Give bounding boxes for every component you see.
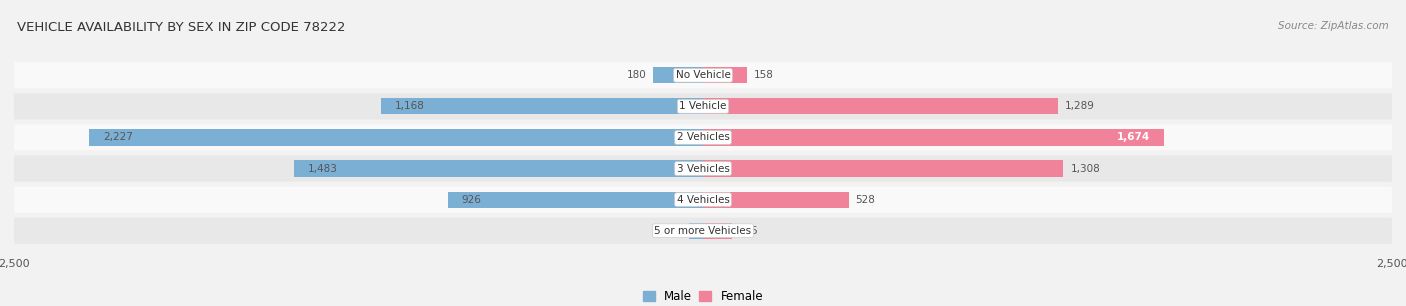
FancyBboxPatch shape [14,93,1392,119]
Text: 4 Vehicles: 4 Vehicles [676,195,730,205]
Text: 1 Vehicle: 1 Vehicle [679,101,727,111]
Text: 1,308: 1,308 [1070,163,1099,174]
Text: 1,289: 1,289 [1066,101,1095,111]
Bar [689,223,703,239]
Bar [703,160,1063,177]
Text: 1,483: 1,483 [308,163,337,174]
FancyBboxPatch shape [14,125,1392,151]
Text: 2 Vehicles: 2 Vehicles [676,132,730,143]
Text: 5 or more Vehicles: 5 or more Vehicles [654,226,752,236]
Bar [703,98,1059,114]
Bar [703,67,747,83]
Text: 528: 528 [855,195,876,205]
Legend: Male, Female: Male, Female [638,285,768,306]
Text: 105: 105 [738,226,759,236]
Text: 1,674: 1,674 [1118,132,1150,143]
Bar [381,98,703,114]
Bar [703,192,848,208]
Text: 180: 180 [627,70,647,80]
Bar [449,192,703,208]
Bar [654,67,703,83]
Text: No Vehicle: No Vehicle [675,70,731,80]
Text: 2,227: 2,227 [103,132,134,143]
Bar [703,223,733,239]
FancyBboxPatch shape [14,187,1392,213]
Bar [294,160,703,177]
Text: 926: 926 [461,195,481,205]
Text: Source: ZipAtlas.com: Source: ZipAtlas.com [1278,21,1389,32]
Text: 1,168: 1,168 [395,101,425,111]
Text: VEHICLE AVAILABILITY BY SEX IN ZIP CODE 78222: VEHICLE AVAILABILITY BY SEX IN ZIP CODE … [17,21,346,34]
FancyBboxPatch shape [14,155,1392,181]
FancyBboxPatch shape [14,218,1392,244]
Text: 3 Vehicles: 3 Vehicles [676,163,730,174]
FancyBboxPatch shape [14,62,1392,88]
Bar [90,129,703,146]
Bar [703,129,1164,146]
Text: 52: 52 [668,226,682,236]
Text: 158: 158 [754,70,773,80]
